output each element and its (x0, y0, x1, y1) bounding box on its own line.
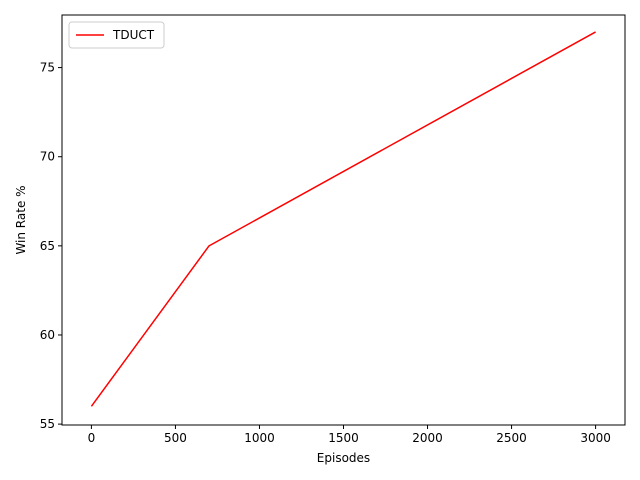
x-tick-label: 1000 (244, 431, 275, 445)
legend: TDUCT (68, 21, 165, 49)
x-axis-label: Episodes (317, 451, 370, 465)
y-tick-label: 75 (40, 61, 55, 75)
x-tick-label: 2500 (496, 431, 527, 445)
y-tick-label: 55 (40, 417, 55, 431)
series-line-tduct (90, 31, 596, 407)
x-tick-label: 3000 (580, 431, 611, 445)
series-layer (90, 31, 596, 407)
x-tick-label: 500 (164, 431, 187, 445)
y-tick-label: 70 (40, 150, 55, 164)
y-tick-label: 60 (40, 328, 55, 342)
x-tick-label: 0 (88, 431, 96, 445)
legend-label: TDUCT (112, 28, 155, 42)
legend-box (68, 21, 165, 49)
y-axis-ticks: 55 60 65 70 75 (40, 61, 62, 431)
x-tick-label: 1500 (328, 431, 359, 445)
y-tick-label: 65 (40, 239, 55, 253)
x-tick-label: 2000 (412, 431, 443, 445)
y-axis-label: Win Rate % (14, 185, 28, 254)
x-axis-ticks: 0 500 1000 1500 2000 2500 3000 (88, 425, 611, 445)
